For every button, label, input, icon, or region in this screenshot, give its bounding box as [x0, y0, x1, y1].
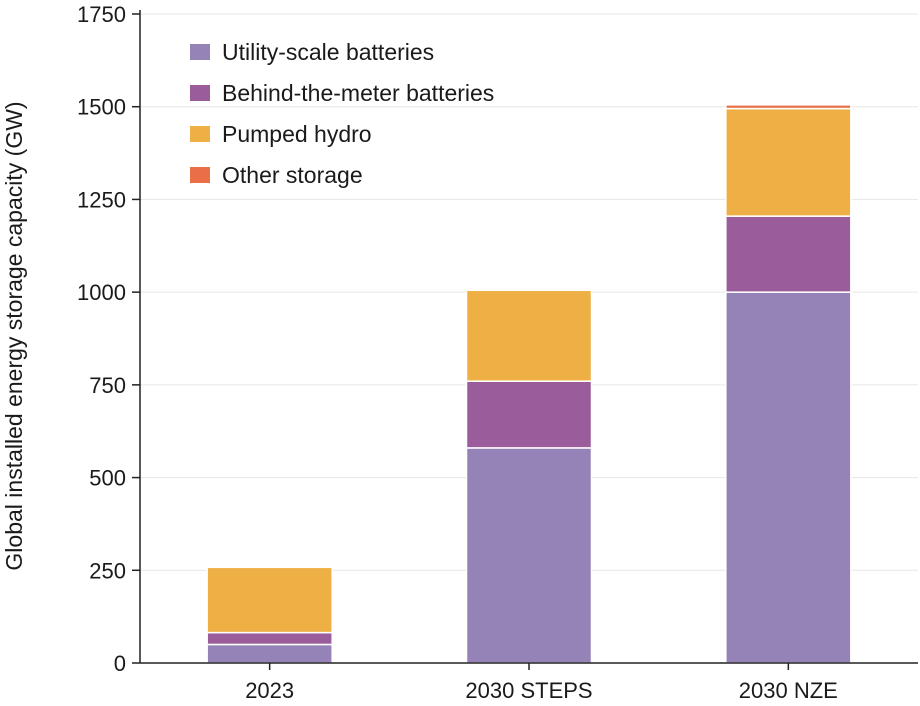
- bar-segment: [206, 643, 333, 664]
- bar-segment: [206, 566, 333, 634]
- bar-segment: [725, 104, 852, 110]
- bar-segment: [725, 107, 852, 217]
- legend-swatch: [190, 44, 210, 60]
- legend: Utility-scale batteries Behind-the-meter …: [190, 39, 494, 188]
- x-tick-label: 2023: [245, 678, 294, 703]
- legend-label: Utility-scale batteries: [222, 39, 434, 65]
- legend-swatch: [190, 167, 210, 183]
- legend-swatch: [190, 85, 210, 101]
- bars: [206, 104, 852, 664]
- x-tick-label: 2030 NZE: [739, 678, 838, 703]
- legend-label: Behind-the-meter batteries: [222, 80, 494, 106]
- bar-segment: [465, 289, 593, 382]
- y-tick-label: 750: [89, 373, 126, 398]
- y-tick-label: 1250: [77, 187, 126, 212]
- y-tick-label: 250: [89, 558, 126, 583]
- bar-segment: [465, 380, 593, 449]
- bar-segment: [206, 631, 333, 646]
- bar-segment: [725, 291, 852, 664]
- bar-segment: [725, 215, 852, 293]
- y-tick-label: 1000: [77, 280, 126, 305]
- bar-segment: [465, 447, 593, 664]
- legend-label: Pumped hydro: [222, 121, 372, 147]
- y-tick-label: 500: [89, 466, 126, 491]
- y-axis-title: Global installed energy storage capacity…: [1, 101, 27, 570]
- x-ticks: 2023 2030 STEPS 2030 NZE: [245, 663, 838, 703]
- y-tick-label: 1500: [77, 95, 126, 120]
- y-tick-label: 1750: [77, 2, 126, 27]
- y-ticks: 0 250 500 750 1000 1250 1500 1750: [77, 2, 140, 676]
- y-tick-label: 0: [114, 651, 126, 676]
- legend-label: Other storage: [222, 162, 363, 188]
- legend-swatch: [190, 126, 210, 142]
- x-tick-label: 2030 STEPS: [465, 678, 592, 703]
